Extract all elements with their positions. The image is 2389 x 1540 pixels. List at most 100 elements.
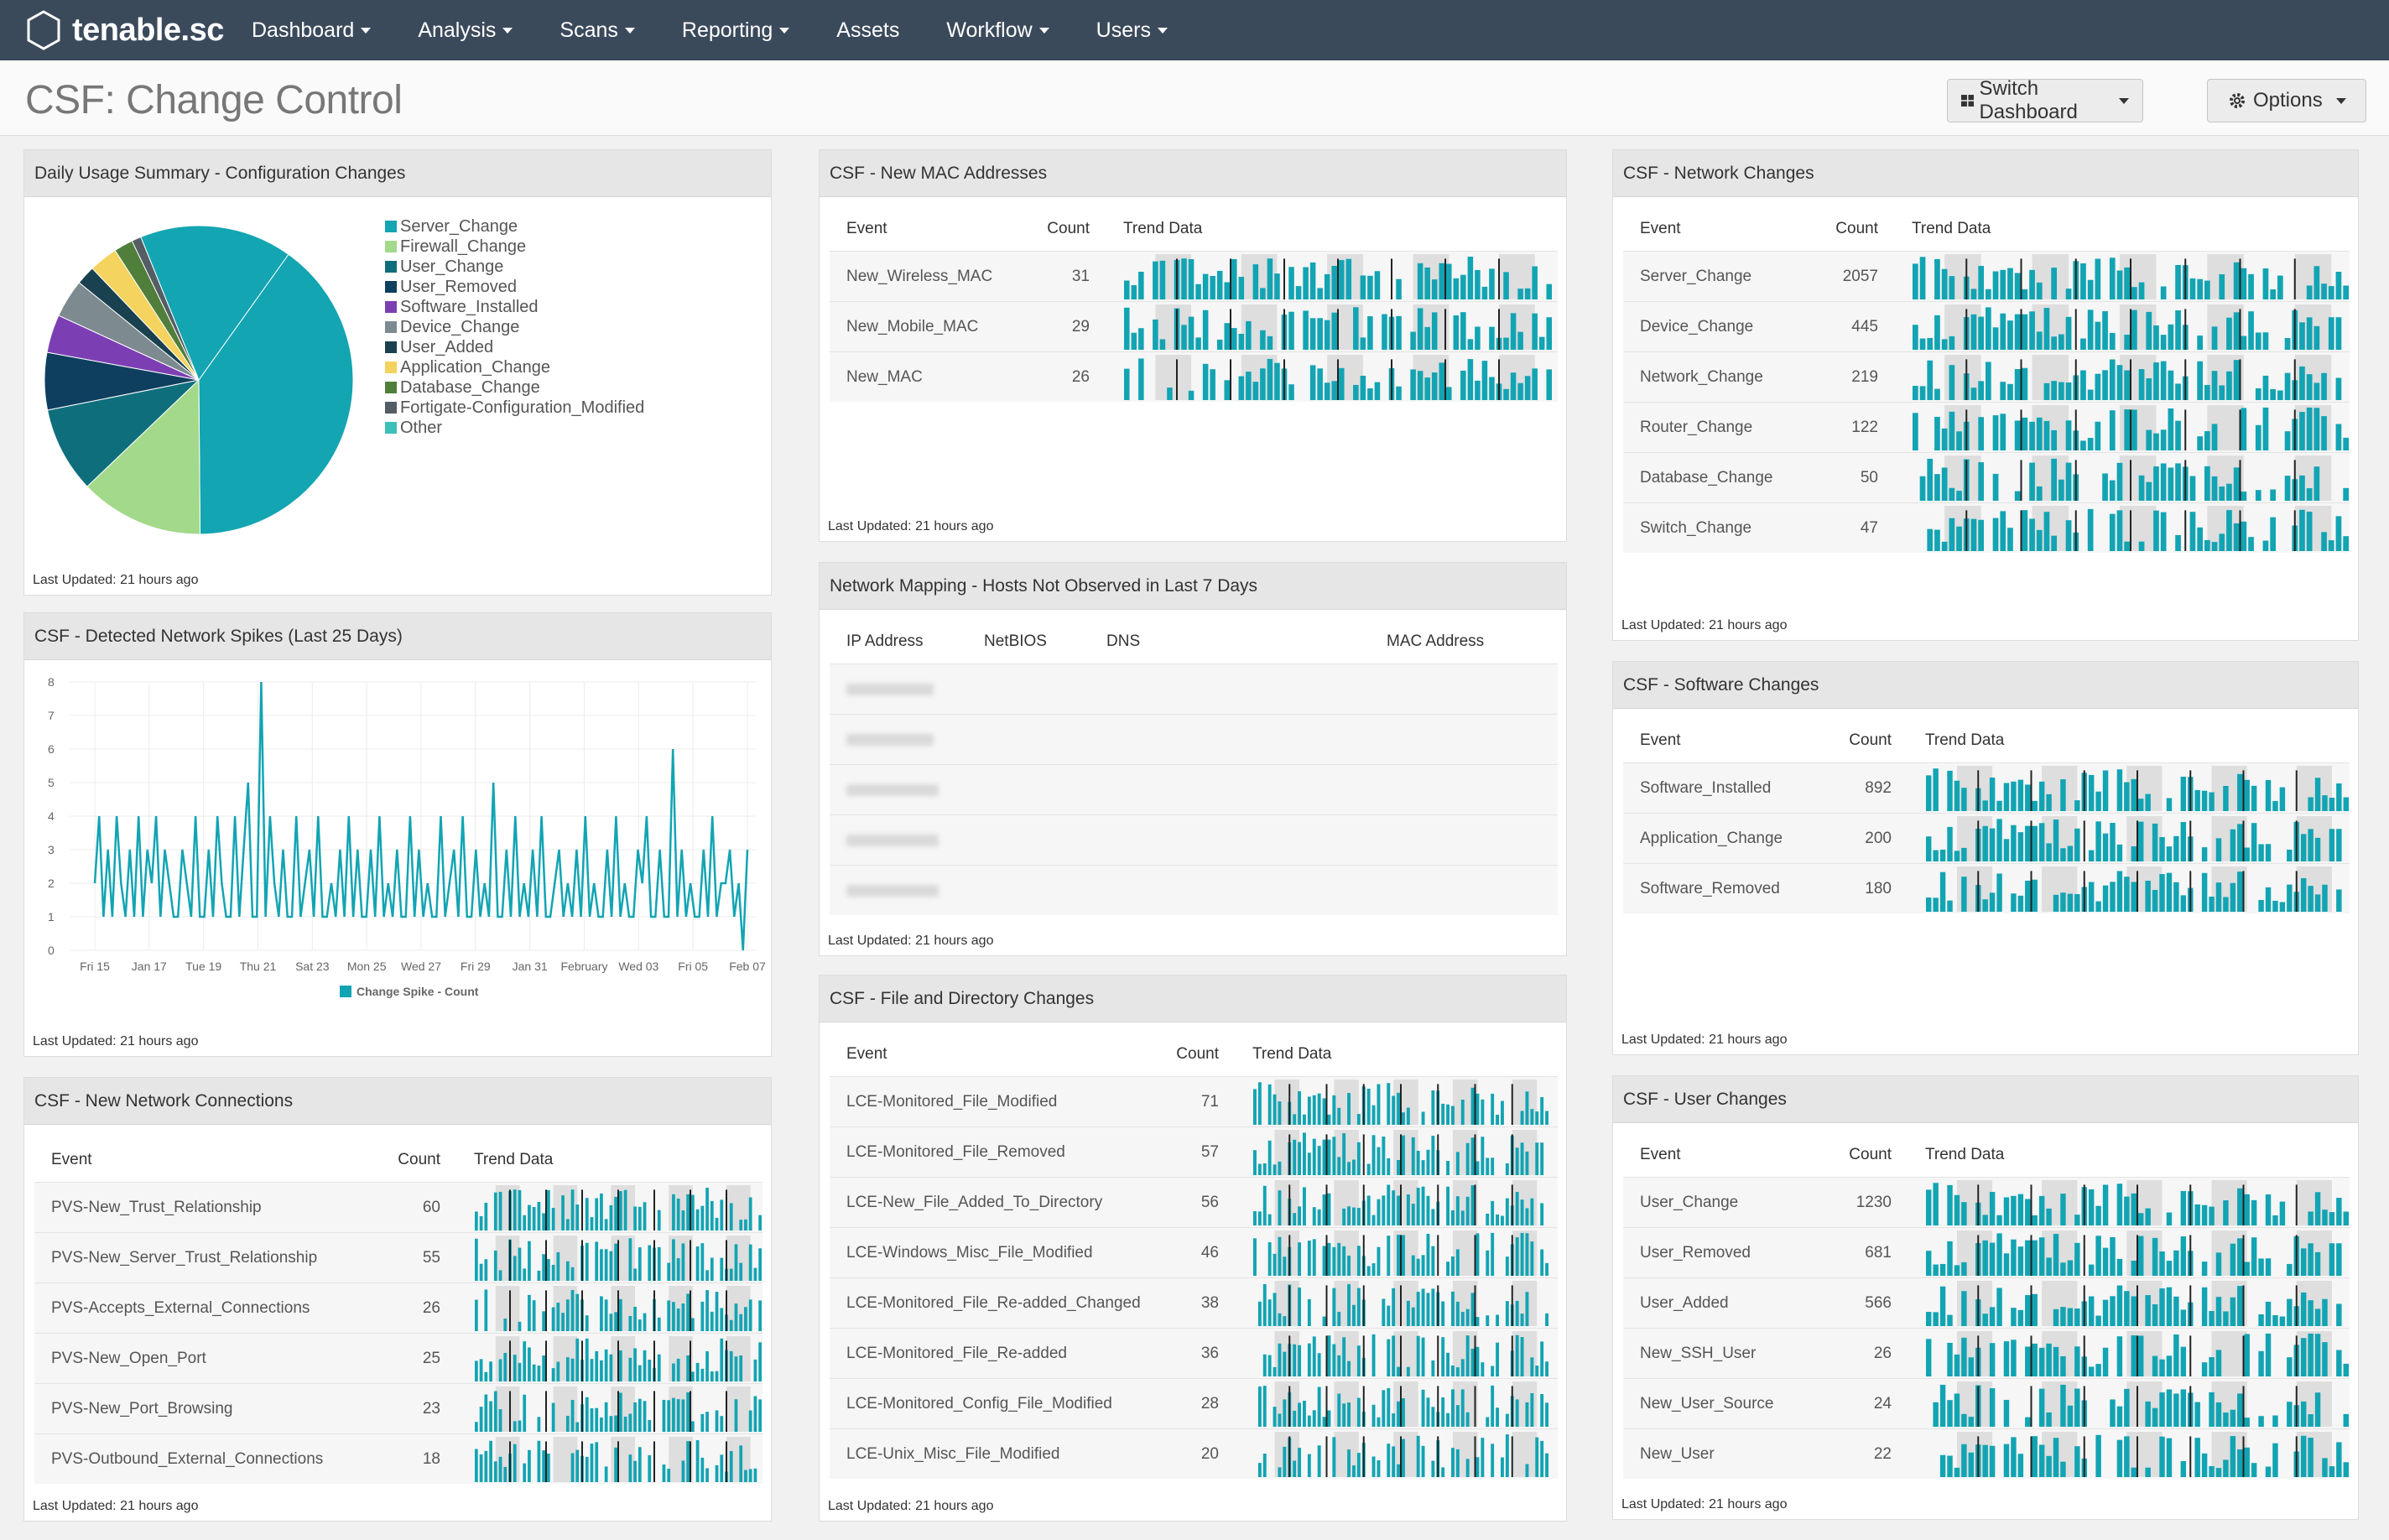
table-row[interactable]: Router_Change 122: [1623, 402, 2350, 452]
table-row[interactable]: User_Added 566: [1623, 1277, 2350, 1328]
legend-item[interactable]: Fortigate-Configuration_Modified: [385, 398, 644, 418]
legend-item[interactable]: Application_Change: [385, 357, 644, 377]
col-event[interactable]: Event: [1640, 731, 1681, 749]
trend-bar: [1467, 358, 1474, 400]
trend-bar: [1417, 307, 1424, 350]
table-row[interactable]: New_MAC 26: [830, 351, 1558, 402]
table-row[interactable]: User_Removed 681: [1623, 1227, 2350, 1277]
table-row[interactable]: Server_Change 2057: [1623, 251, 2350, 301]
table-row[interactable]: Software_Installed 892: [1623, 762, 2350, 813]
trend-bar: [1505, 1413, 1509, 1427]
trend-bar: [2124, 1435, 2130, 1477]
trend-bar: [2314, 265, 2320, 299]
legend-item[interactable]: Device_Change: [385, 317, 644, 337]
nav-analysis[interactable]: Analysis: [418, 18, 513, 43]
legend-item[interactable]: Other: [385, 418, 644, 438]
trend-bar: [2145, 793, 2151, 811]
table-row[interactable]: [830, 714, 1558, 764]
trend-bar: [1470, 1348, 1475, 1376]
table-row[interactable]: Device_Change 445: [1623, 301, 2350, 351]
nav-scans[interactable]: Scans: [560, 18, 635, 43]
table-row[interactable]: LCE-Windows_Misc_File_Modified 46: [830, 1227, 1558, 1277]
table-row[interactable]: LCE-Monitored_Config_File_Modified 28: [830, 1378, 1558, 1428]
table-row[interactable]: User_Change 1230: [1623, 1177, 2350, 1227]
col-trend-data[interactable]: Trend Data: [1123, 220, 1203, 237]
col-count[interactable]: Count: [1047, 220, 1090, 237]
table-row[interactable]: LCE-Monitored_File_Re-added_Changed 38: [830, 1277, 1558, 1328]
nav-reporting[interactable]: Reporting: [682, 18, 790, 43]
col-event[interactable]: Event: [1640, 220, 1681, 237]
tenable-logo[interactable]: tenable.sc: [25, 7, 224, 54]
table-row[interactable]: New_Wireless_MAC 31: [830, 251, 1558, 301]
legend-label[interactable]: Change Spike - Count: [357, 985, 479, 998]
table-row[interactable]: LCE-Monitored_File_Modified 71: [830, 1076, 1558, 1126]
col-trend-data[interactable]: Trend Data: [1925, 731, 2005, 749]
col-count[interactable]: Count: [398, 1151, 440, 1168]
table-row[interactable]: PVS-Accepts_External_Connections 26: [34, 1282, 763, 1333]
pie-slice-other[interactable]: [140, 225, 289, 382]
table-row[interactable]: [830, 663, 1558, 714]
col-trend-data[interactable]: Trend Data: [474, 1151, 554, 1168]
col-event[interactable]: Event: [51, 1151, 92, 1168]
trend-bar: [2074, 1345, 2080, 1376]
col-event[interactable]: Event: [1640, 1146, 1681, 1163]
col-trend-data[interactable]: Trend Data: [1912, 220, 1991, 237]
table-row[interactable]: LCE-Unix_Misc_File_Modified 20: [830, 1428, 1558, 1479]
table-row[interactable]: [830, 814, 1558, 865]
col-event[interactable]: Event: [846, 1045, 887, 1063]
table-row[interactable]: New_User 22: [1623, 1428, 2350, 1479]
table-row[interactable]: PVS-New_Port_Browsing 23: [34, 1383, 763, 1433]
col-count[interactable]: Count: [1176, 1045, 1219, 1063]
col-count[interactable]: Count: [1835, 220, 1878, 237]
legend-item[interactable]: Software_Installed: [385, 297, 644, 317]
col-trend-data[interactable]: Trend Data: [1925, 1146, 2005, 1163]
table-row[interactable]: Database_Change 50: [1623, 452, 2350, 502]
table-row[interactable]: PVS-Outbound_External_Connections 18: [34, 1433, 763, 1484]
table-row[interactable]: Software_Removed 180: [1623, 863, 2350, 913]
trend-bar: [2067, 1308, 2074, 1326]
table-row[interactable]: LCE-Monitored_File_Re-added 36: [830, 1328, 1558, 1378]
table-row[interactable]: LCE-Monitored_File_Removed 57: [830, 1126, 1558, 1177]
col-count[interactable]: Count: [1849, 1146, 1892, 1163]
legend-item[interactable]: Firewall_Change: [385, 237, 644, 257]
table-row[interactable]: PVS-New_Open_Port 25: [34, 1333, 763, 1383]
legend-item[interactable]: Database_Change: [385, 377, 644, 398]
col-event[interactable]: Event: [846, 220, 887, 237]
table-row[interactable]: [830, 764, 1558, 814]
table-row[interactable]: New_SSH_User 26: [1623, 1328, 2350, 1378]
nav-users[interactable]: Users: [1096, 18, 1168, 43]
table-row[interactable]: [830, 865, 1558, 915]
options-button[interactable]: Options: [2207, 79, 2366, 122]
legend-item[interactable]: User_Added: [385, 337, 644, 357]
table-row[interactable]: Application_Change 200: [1623, 813, 2350, 863]
trend-bar: [1421, 1389, 1425, 1427]
trend-bar: [2314, 466, 2320, 501]
table-row[interactable]: New_User_Source 24: [1623, 1378, 2350, 1428]
legend-item[interactable]: User_Removed: [385, 277, 644, 297]
pie-slice-firewall-change[interactable]: [86, 378, 201, 535]
trend-bar: [2088, 774, 2095, 811]
col-trend-data[interactable]: Trend Data: [1252, 1045, 1332, 1063]
table-row[interactable]: Network_Change 219: [1623, 351, 2350, 402]
trend-bar: [1298, 1142, 1301, 1175]
trend-bar: [1337, 1156, 1341, 1175]
table-row[interactable]: LCE-New_File_Added_To_Directory 56: [830, 1177, 1558, 1227]
trend-bar: [1347, 1255, 1351, 1276]
trend-bar: [1489, 268, 1495, 299]
nav-dashboard[interactable]: Dashboard: [252, 18, 372, 43]
nav-assets[interactable]: Assets: [836, 18, 899, 43]
pie-slice-server-change[interactable]: [198, 253, 354, 535]
pie-slice-user-change[interactable]: [46, 379, 200, 487]
nav-workflow[interactable]: Workflow: [946, 18, 1049, 43]
legend-item[interactable]: User_Change: [385, 257, 644, 277]
table-row[interactable]: Switch_Change 47: [1623, 502, 2350, 553]
trend-bar: [1455, 1248, 1460, 1276]
table-row[interactable]: New_Mobile_MAC 29: [830, 301, 1558, 351]
table-row[interactable]: PVS-New_Trust_Relationship 60: [34, 1182, 763, 1232]
legend-item[interactable]: Server_Change: [385, 216, 644, 237]
trend-bar: [2336, 1350, 2342, 1376]
col-count[interactable]: Count: [1849, 731, 1892, 749]
table-row[interactable]: PVS-New_Server_Trust_Relationship 55: [34, 1232, 763, 1282]
series-line-change-spike-count[interactable]: [93, 681, 749, 951]
switch-dashboard-button[interactable]: Switch Dashboard: [1947, 77, 2143, 123]
